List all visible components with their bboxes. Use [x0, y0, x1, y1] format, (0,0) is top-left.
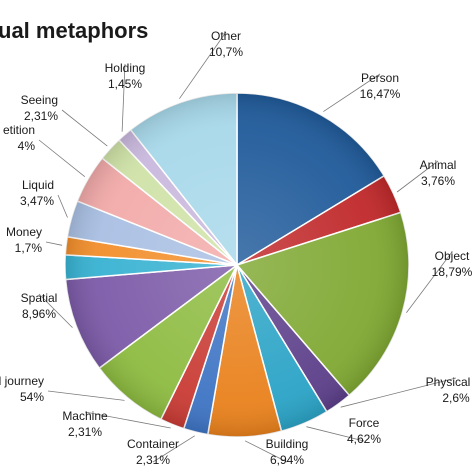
leader-line: [306, 426, 365, 442]
leader-line: [152, 435, 195, 463]
slice-value-label: 10,7%: [209, 45, 243, 59]
slice-name-label: Spatial: [21, 291, 58, 305]
slice-name-label: Seeing: [21, 93, 58, 107]
slice-value-label: 2,6%: [442, 391, 470, 405]
leader-line: [57, 194, 68, 218]
leader-line: [406, 251, 453, 313]
slice-value-label: 3,47%: [20, 194, 54, 208]
slice-name-label: Object: [435, 249, 470, 263]
slice-name-label: nd journey: [0, 374, 44, 388]
slice-value-label: 8,96%: [22, 307, 56, 321]
leader-line: [244, 440, 288, 463]
slice-name-label: Money: [6, 225, 42, 239]
leader-line: [179, 31, 227, 99]
leader-line: [45, 241, 63, 246]
leader-line: [38, 139, 86, 178]
slice-value-label: 4,62%: [347, 432, 381, 446]
slice-name-label: Holding: [105, 61, 146, 75]
leader-line: [396, 160, 439, 193]
leader-line: [121, 63, 126, 132]
pie-slices: [64, 92, 410, 438]
leader-lines: [38, 31, 457, 463]
slice-value-label: 1,7%: [15, 241, 43, 255]
slice-value-label: 2,31%: [136, 453, 170, 467]
slice-name-label: Other: [211, 29, 241, 43]
slice-value-label: 16,47%: [360, 87, 401, 101]
slice-name-label: Container: [127, 437, 179, 451]
slice-name-label: Physical su: [426, 375, 474, 389]
leader-line: [340, 377, 457, 408]
slice-value-label: 2,31%: [24, 109, 58, 123]
slice-value-label: 4%: [18, 139, 36, 153]
slice-value-label: 1,45%: [108, 77, 142, 91]
slice-name-label: Animal: [420, 158, 457, 172]
leader-line: [47, 390, 125, 401]
leader-line: [38, 293, 73, 328]
leader-line: [84, 411, 171, 429]
slice-value-label: 18,79%: [432, 265, 473, 279]
slice-name-label: Person: [361, 71, 399, 85]
leader-line: [323, 73, 381, 112]
chart-title: ual metaphors: [0, 18, 148, 43]
leader-line: [61, 109, 108, 147]
slice-name-label: Machine: [62, 409, 108, 423]
slice-value-label: 6,94%: [270, 453, 304, 467]
slice-value-label: 54%: [20, 390, 44, 404]
slice-value-label: 3,76%: [421, 174, 455, 188]
slice-name-label: Building: [266, 437, 309, 451]
slice-value-label: 2,31%: [68, 425, 102, 439]
slice-name-label: etition: [3, 123, 35, 137]
slice-labels: Person 16,47% Animal 3,76% Object 18,79% Physi…: [0, 29, 474, 467]
slice-name-label: Force: [349, 416, 380, 430]
slice-name-label: Liquid: [22, 178, 54, 192]
